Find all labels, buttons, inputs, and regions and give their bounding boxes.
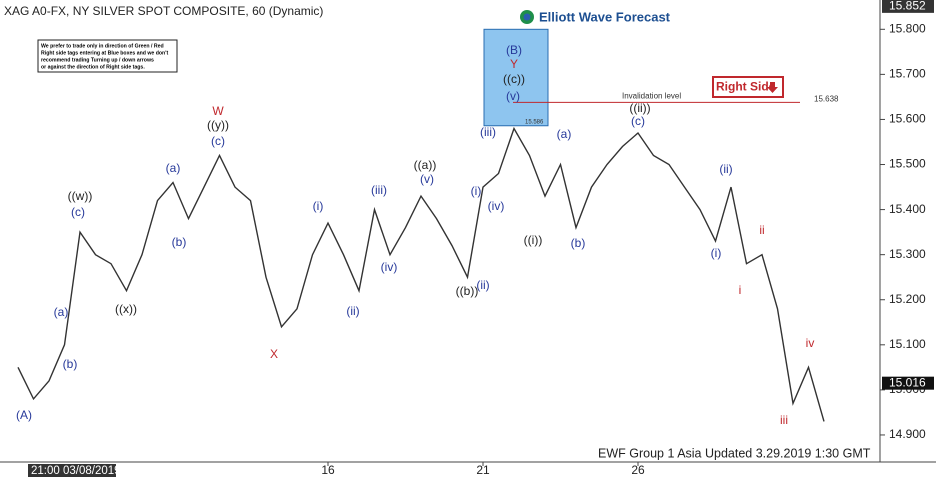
wave-label: iv [806,336,815,350]
wave-label: ((x)) [115,302,137,316]
wave-label: iii [780,413,788,427]
logo: Elliott Wave Forecast [539,9,671,24]
y-tick-label: 14.900 [889,427,926,441]
x-tick-label: 26 [631,463,645,477]
y-tick-label: 15.700 [889,67,926,81]
note-line: or against the direction of Right side t… [41,64,145,70]
wave-label: ((a)) [414,158,437,172]
tag-frame [712,76,784,98]
note-line: recommend trading Turning up / down arro… [41,57,154,63]
footer: EWF Group 1 Asia Updated 3.29.2019 1:30 … [598,446,871,460]
blue-box [483,28,549,127]
wave-label: ((b)) [456,284,479,298]
y-tick-label: 15.200 [889,292,926,306]
wave-label: ((i)) [524,233,543,247]
wave-label: Y [510,57,518,71]
y-tick-label: 15.300 [889,247,926,261]
wave-label: (iii) [371,183,387,197]
y-tick-label: 15.400 [889,202,926,216]
y-tick-label: 15.100 [889,337,926,351]
wave-label: (iv) [488,199,505,213]
price-line [17,126,825,422]
y-tick-label: 15.800 [889,21,926,35]
wave-label: (i) [471,184,482,198]
wave-label: i [739,283,742,297]
wave-label: (iii) [480,125,496,139]
invalidation-label: 15.638 [814,94,839,103]
wave-label: (A) [16,408,32,422]
x-tick-label: 16 [321,463,335,477]
wave-label: W [212,104,224,118]
right-side-tag: Right Side [712,76,784,98]
wave-label: (iv) [381,260,398,274]
note-frame [37,39,178,73]
high-price-label: 15.852 [889,0,926,13]
wave-label: (i) [711,246,722,260]
wave-label: (a) [557,127,572,141]
wave-label: (v) [420,172,434,186]
wave-label: (i) [313,199,324,213]
last-price-label: 15.016 [889,375,926,389]
wave-label: (ii) [719,162,732,176]
wave-label: (v) [506,89,520,103]
wave-label: (c) [71,205,85,219]
note-line: Right side tags entering at Blue boxes a… [41,50,168,56]
note-line: We prefer to trade only in direction of … [41,43,164,49]
wave-label: (b) [571,236,586,250]
price-flag [882,0,934,13]
wave-label: (ii) [476,278,489,292]
wave-label: (a) [54,305,69,319]
price-flag [882,376,934,390]
note-box: We prefer to trade only in direction of … [37,39,178,73]
wave-label: (b) [172,235,187,249]
wave-label: ((c)) [503,72,525,86]
wave-label: (ii) [346,304,359,318]
wave-label: (b) [63,357,78,371]
tag-arrow [767,82,778,93]
blue-box-label: 15.586 [525,119,544,125]
wave-label: ((y)) [207,118,229,132]
chart-title: XAG A0-FX, NY SILVER SPOT COMPOSITE, 60 … [4,4,323,18]
wave-label: ((ii)) [629,101,650,115]
wave-label: ((w)) [68,189,93,203]
invalidation-text: Invalidation level [622,91,681,100]
x-tick-label: 21 [476,463,490,477]
wave-label: (B) [506,43,522,57]
wave-label: (c) [211,134,225,148]
y-tick-label: 15.600 [889,112,926,126]
date-flag [28,464,116,477]
y-tick-label: 15.500 [889,157,926,171]
wave-label: X [270,347,278,361]
x-tick-label: 21:00 03/08/2019 [31,465,121,477]
wave-label: ii [759,223,764,237]
wave-label: (a) [166,161,181,175]
tag-text: Right Side [716,80,776,94]
wave-label: (c) [631,114,645,128]
logo-icon [523,13,531,21]
